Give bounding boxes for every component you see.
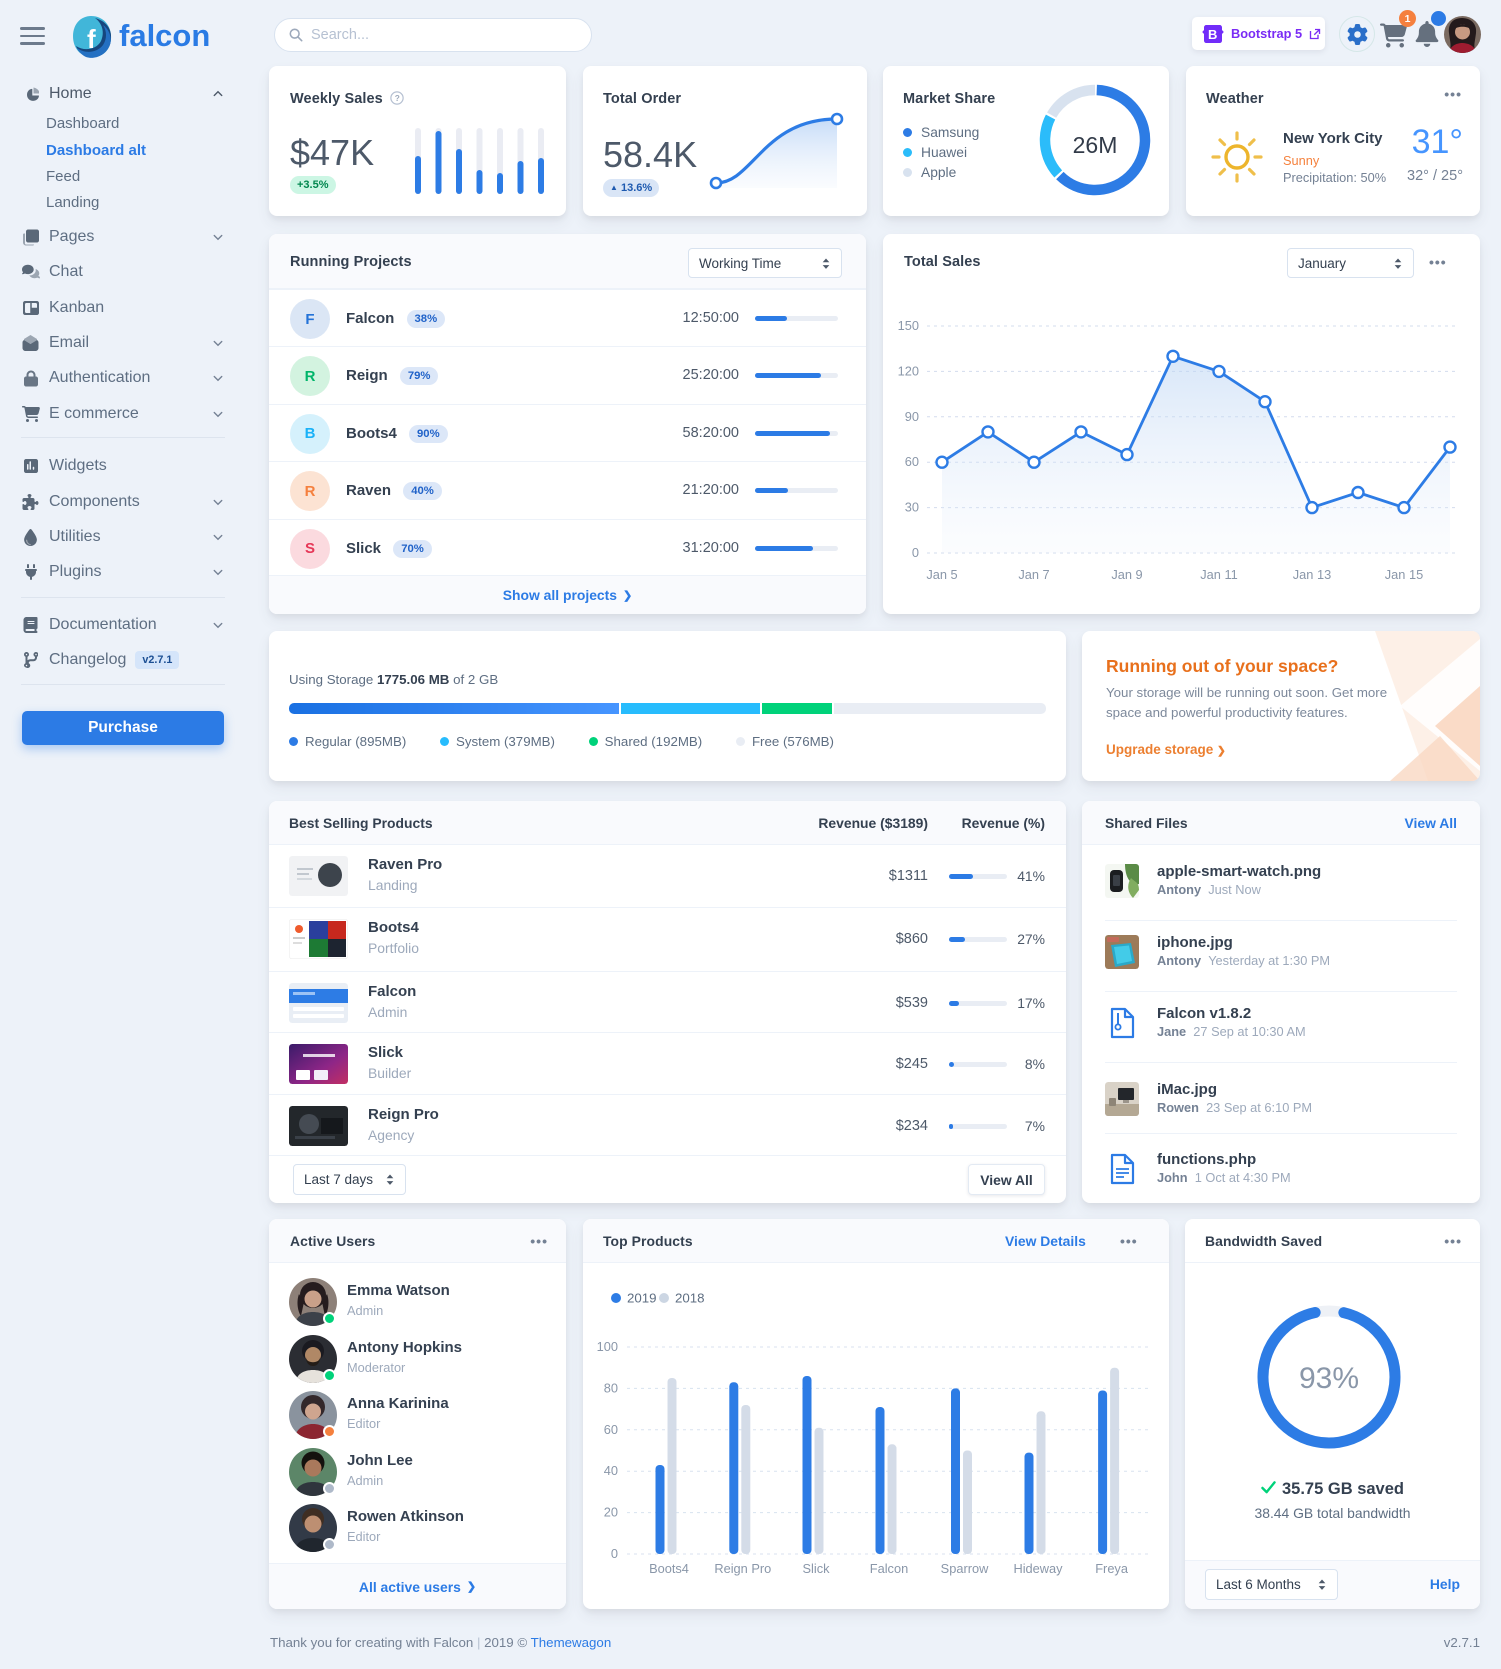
svg-text:Jan 13: Jan 13 (1293, 567, 1331, 582)
svg-text:40: 40 (604, 1463, 618, 1478)
svg-text:30: 30 (905, 500, 919, 515)
svg-text:Reign Pro: Reign Pro (714, 1561, 771, 1576)
svg-text:80: 80 (604, 1380, 618, 1395)
svg-text:Falcon: Falcon (870, 1561, 908, 1576)
svg-text:90: 90 (905, 409, 919, 424)
svg-text:26M: 26M (1073, 132, 1118, 158)
svg-text:Boots4: Boots4 (649, 1561, 689, 1576)
svg-text:Sparrow: Sparrow (941, 1561, 989, 1576)
svg-text:20: 20 (604, 1505, 618, 1520)
svg-text:Jan 11: Jan 11 (1200, 567, 1237, 582)
svg-text:Jan 5: Jan 5 (926, 567, 957, 582)
svg-text:150: 150 (898, 318, 919, 333)
svg-text:0: 0 (912, 545, 919, 560)
svg-text:93%: 93% (1299, 1362, 1359, 1395)
svg-text:60: 60 (905, 454, 919, 469)
svg-text:Slick: Slick (802, 1561, 830, 1576)
svg-text:f: f (87, 24, 96, 54)
svg-text:Jan 15: Jan 15 (1385, 567, 1423, 582)
svg-text:0: 0 (611, 1546, 618, 1561)
svg-text:2018: 2018 (675, 1291, 705, 1306)
svg-text:B: B (1208, 27, 1217, 42)
svg-text:100: 100 (597, 1339, 618, 1354)
svg-text:Jan 7: Jan 7 (1018, 567, 1049, 582)
svg-text:120: 120 (898, 363, 919, 378)
svg-text:Jan 9: Jan 9 (1111, 567, 1142, 582)
svg-text:60: 60 (604, 1422, 618, 1437)
svg-text:2019: 2019 (627, 1291, 657, 1306)
svg-text:?: ? (395, 93, 400, 103)
svg-text:Freya: Freya (1095, 1561, 1129, 1576)
svg-text:Hideway: Hideway (1013, 1561, 1063, 1576)
